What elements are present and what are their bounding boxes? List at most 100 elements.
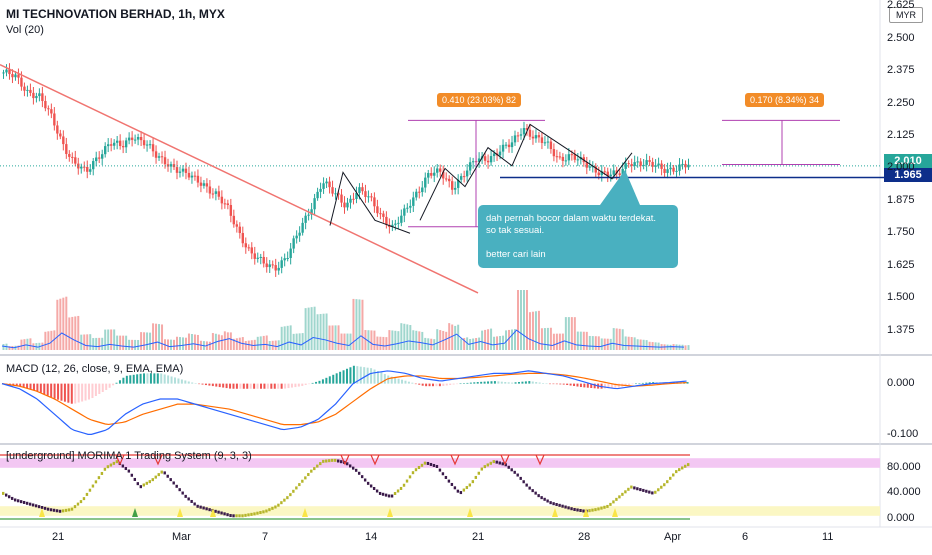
macd-histogram-bar <box>280 383 283 389</box>
note-line-1: dah pernah bocor dalam waktu terdekat. <box>486 213 657 224</box>
candle-body <box>642 164 645 166</box>
oscillator-point <box>486 463 489 467</box>
candle-body <box>139 137 143 141</box>
volume-bar <box>615 328 618 350</box>
oscillator-point <box>259 511 262 515</box>
candle-body <box>196 175 200 183</box>
macd-histogram-bar <box>490 381 493 384</box>
oscillator-point <box>402 483 406 487</box>
oscillator-point <box>666 480 669 484</box>
note-line-2: so tak sesuai. <box>486 225 545 236</box>
candle-body <box>421 187 424 193</box>
note-callout[interactable]: dah pernah bocor dalam waktu terdekat. s… <box>478 205 678 268</box>
oscillator-point <box>277 503 280 507</box>
candle-body <box>232 215 236 225</box>
volume-bar <box>74 316 77 350</box>
candle-body <box>101 154 104 159</box>
oscillator-point <box>408 475 412 479</box>
volume-bar <box>528 312 531 350</box>
macd-histogram-bar <box>332 374 335 384</box>
oscillator-point <box>504 463 507 467</box>
oscillator-point <box>597 507 600 511</box>
oscillator-point <box>375 489 379 493</box>
candle-body <box>627 163 630 165</box>
volume-bar <box>636 339 639 350</box>
oscillator-point <box>298 483 301 487</box>
candle-body <box>349 198 352 203</box>
candle-body <box>624 163 627 169</box>
candle-body <box>687 164 690 168</box>
volume-bar <box>349 333 352 350</box>
macd-histogram-bar <box>101 383 104 392</box>
volume-bar <box>514 329 517 350</box>
macd-histogram-bar <box>631 383 634 385</box>
macd-legend[interactable]: MACD (12, 26, close, 9, EMA, EMA) <box>6 363 184 375</box>
volume-bar <box>23 339 26 350</box>
volume-bar <box>238 337 241 350</box>
candle-body <box>298 232 301 236</box>
macd-histogram-bar <box>256 383 259 389</box>
oscillator-point <box>396 489 400 493</box>
oscillator-point <box>229 514 232 518</box>
candle-body <box>340 194 343 203</box>
volume-bar <box>546 327 549 350</box>
macd-histogram-bar <box>301 383 304 386</box>
oscillator-point <box>10 496 14 500</box>
oscillator-point <box>205 507 208 511</box>
volume-bar <box>20 339 23 350</box>
volume-bar <box>244 340 247 350</box>
volume-legend[interactable]: Vol (20) <box>6 24 44 36</box>
oscillator-point <box>127 469 131 473</box>
oscillator-point <box>543 497 546 501</box>
volume-bar <box>436 329 439 350</box>
volume-bar <box>534 311 537 350</box>
candle-body <box>465 170 469 177</box>
oscillator-point <box>262 510 265 514</box>
candle-body <box>453 187 457 190</box>
oscillator-point <box>103 467 107 471</box>
volume-bar <box>29 338 32 350</box>
volume-bar <box>59 298 62 350</box>
macd-histogram-bar <box>63 383 66 402</box>
volume-bar <box>220 335 223 350</box>
candle-body <box>283 258 286 261</box>
oscillator-legend[interactable]: [underground] MORIMA 1 Trading System (9… <box>6 450 252 462</box>
currency-label[interactable]: MYR <box>889 7 923 23</box>
macd-histogram-bar <box>43 383 46 395</box>
macd-histogram-bar <box>222 383 225 388</box>
oscillator-tick-label: 0.000 <box>887 512 915 524</box>
macd-histogram-bar <box>521 381 524 384</box>
oscillator-point <box>405 479 409 483</box>
oscillator-point <box>687 463 690 467</box>
candle-body <box>241 233 244 244</box>
macd-histogram-bar <box>438 383 441 387</box>
macd-histogram-bar <box>370 368 373 384</box>
macd-histogram-bar <box>528 381 531 384</box>
volume-bar <box>149 332 152 350</box>
oscillator-point <box>480 467 484 471</box>
oscillator-point <box>253 512 256 516</box>
oscillator-point <box>2 491 5 495</box>
macd-histogram-bar <box>311 382 314 384</box>
candle-body <box>68 153 71 157</box>
oscillator-point <box>289 493 292 497</box>
volume-bar <box>451 324 454 350</box>
candle-body <box>118 140 122 147</box>
oscillator-point <box>286 496 289 500</box>
candle-body <box>588 166 591 168</box>
oscillator-point <box>163 471 166 475</box>
buy-signal-marker <box>467 508 473 517</box>
volume-bar <box>289 325 292 350</box>
volume-bar <box>158 324 161 350</box>
candle-body <box>684 163 687 168</box>
candle-body <box>316 191 319 199</box>
oscillator-point <box>462 488 466 492</box>
symbol-title[interactable]: MI TECHNOVATION BERHAD, 1h, MYX <box>6 7 225 21</box>
oscillator-tick-label: 40.000 <box>887 486 921 499</box>
macd-histogram-bar <box>607 383 610 389</box>
volume-bar <box>519 290 522 350</box>
macd-histogram-bar <box>473 382 476 384</box>
macd-histogram-bar <box>414 383 417 385</box>
volume-bar <box>26 338 29 350</box>
